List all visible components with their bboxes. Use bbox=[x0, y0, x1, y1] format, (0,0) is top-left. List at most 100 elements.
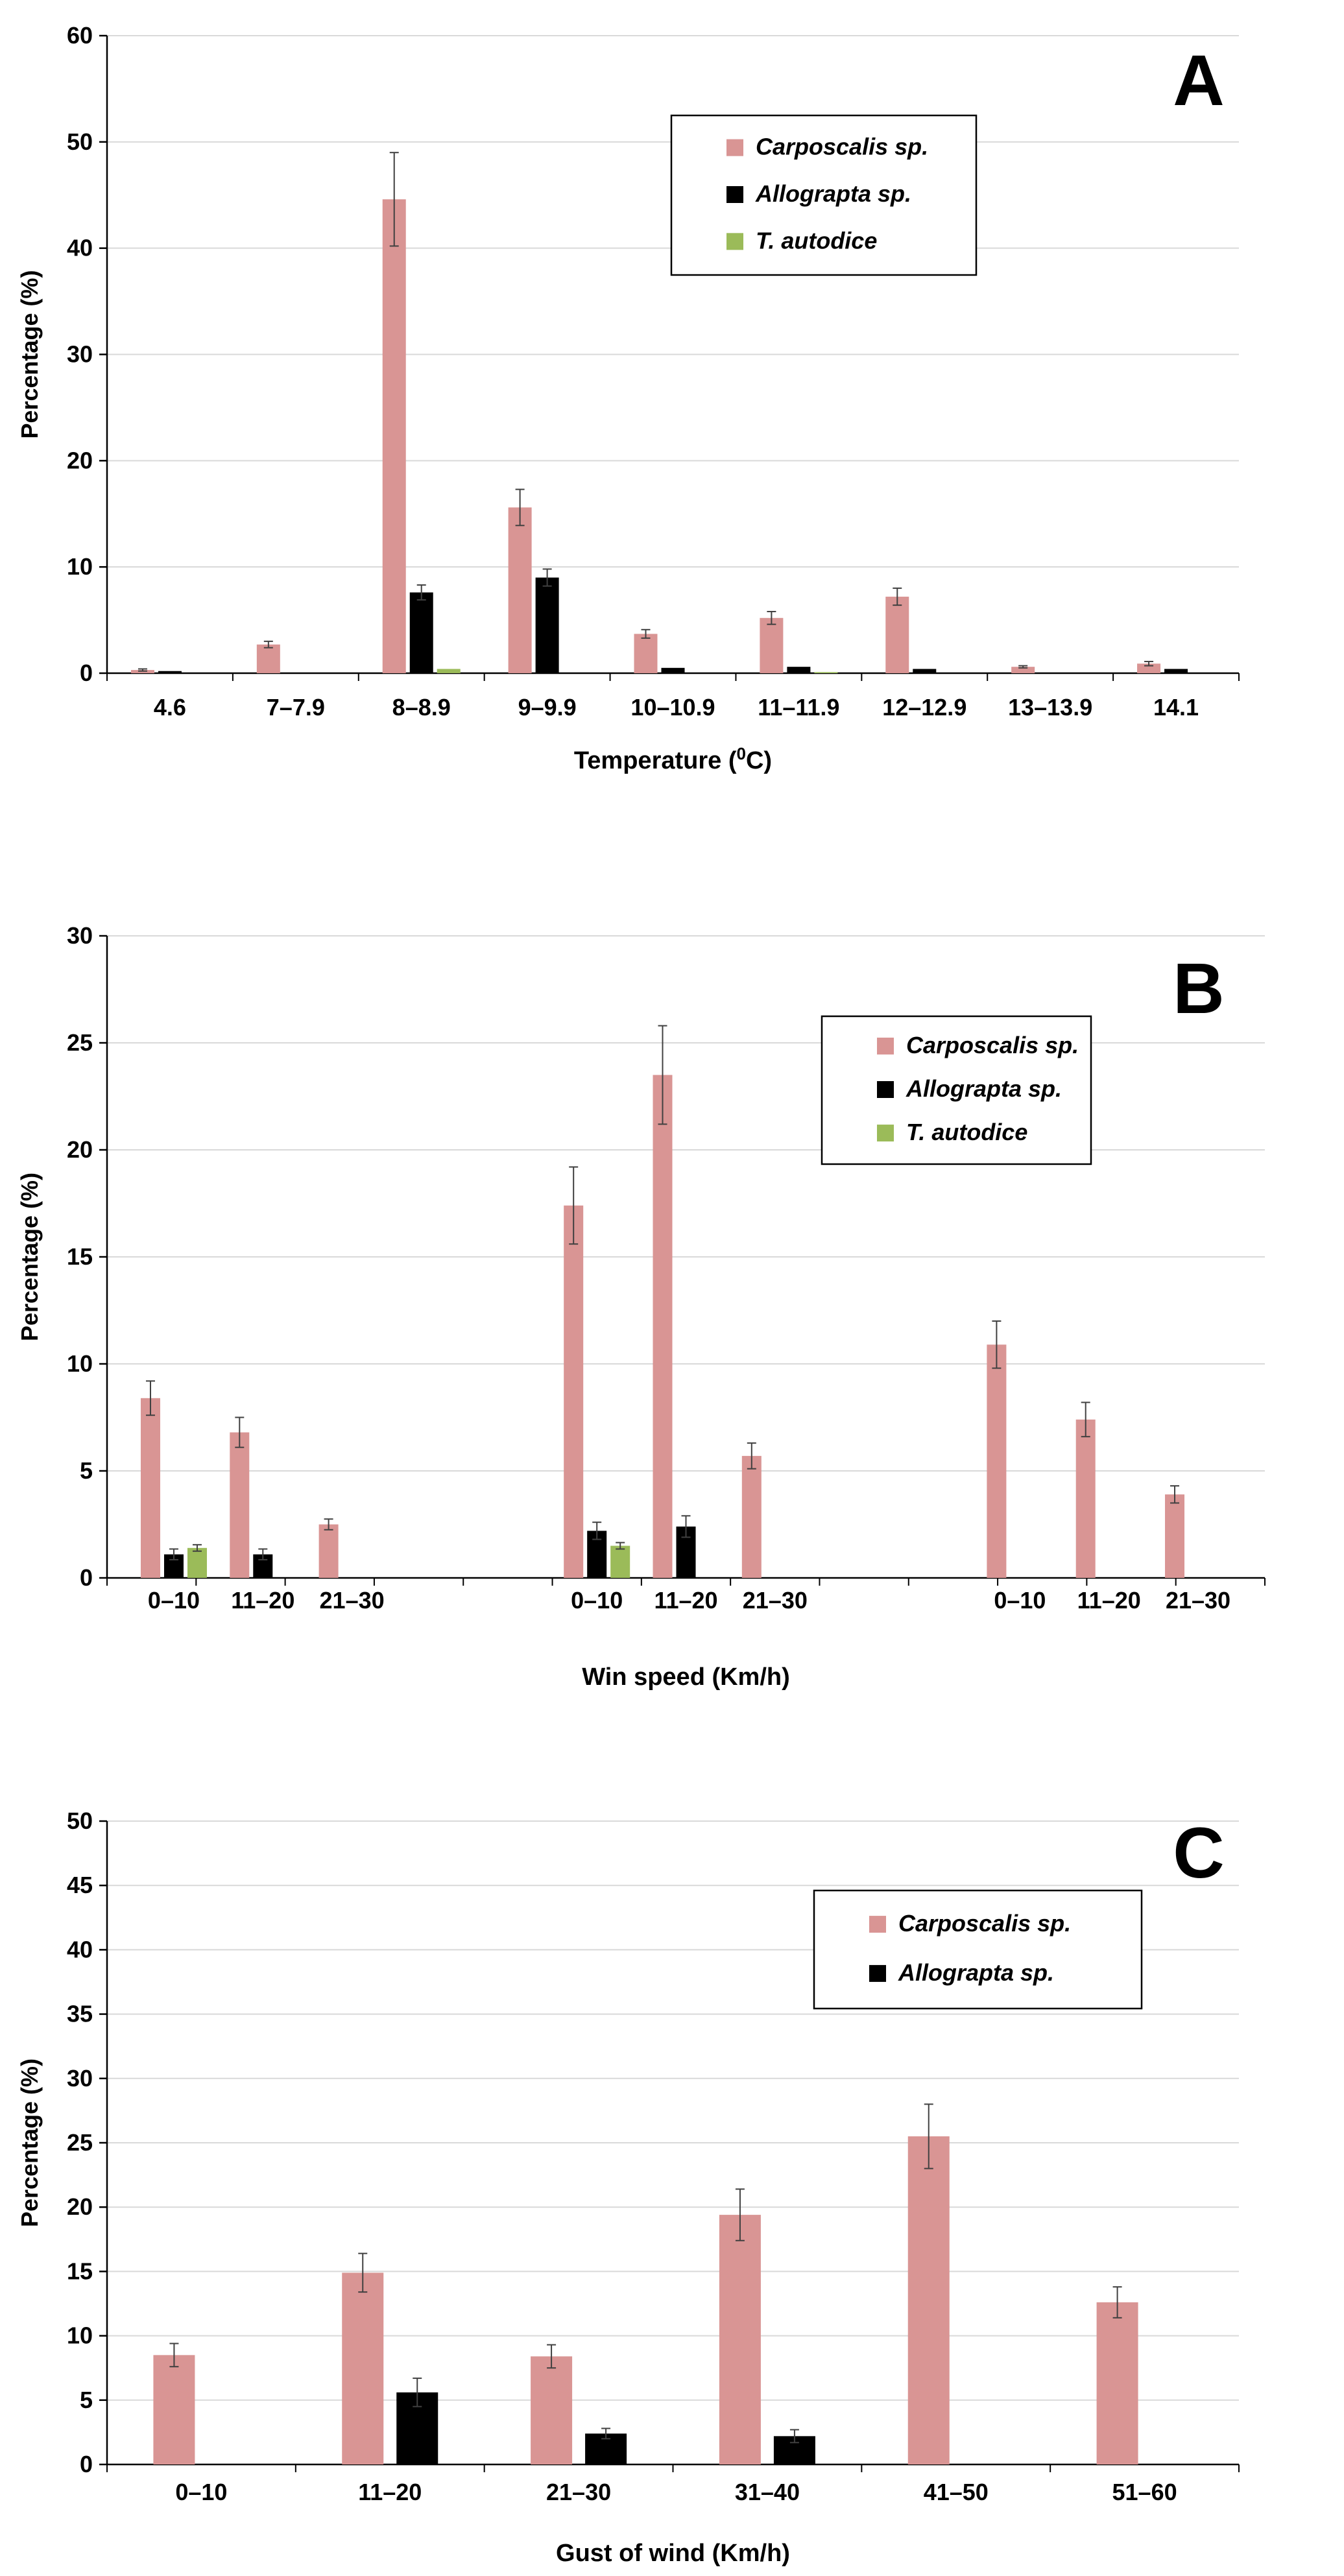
bar-t-autodice bbox=[187, 1547, 207, 1578]
x-tick-label: 41–50 bbox=[924, 2479, 989, 2505]
legend-label-carposcalis: Carposcalis sp. bbox=[906, 1032, 1079, 1058]
panel-letter: B bbox=[1173, 949, 1224, 1029]
x-tick-label: 4.6 bbox=[154, 694, 186, 721]
x-axis-title: Win speed (Km/h) bbox=[582, 1664, 790, 1691]
bar-allograpta bbox=[158, 671, 182, 673]
legend-label-t-autodice: T. autodice bbox=[906, 1119, 1027, 1145]
bar-carposcalis bbox=[907, 2136, 950, 2464]
bar-t-autodice bbox=[610, 1545, 630, 1578]
chart-a: 0 10 20 30 40 50 60 4.6 7–7.9 8–8.9 9–9.9 10–10.9 11… bbox=[16, 22, 1240, 774]
x-tick-label: 21–30 bbox=[743, 1587, 808, 1614]
x-tick-label: 11–20 bbox=[231, 1587, 294, 1614]
y-tick-label: 50 bbox=[67, 128, 93, 155]
x-tick-label: 21–30 bbox=[320, 1587, 385, 1614]
y-tick-label: 25 bbox=[67, 1029, 93, 1056]
y-tick-label: 0 bbox=[80, 660, 93, 686]
y-tick-label: 50 bbox=[67, 1807, 93, 1834]
bar-carposcalis bbox=[634, 634, 658, 673]
x-tick-label: 21–30 bbox=[546, 2479, 611, 2505]
x-tick-label: 7–7.9 bbox=[267, 694, 325, 721]
bar-allograpta bbox=[661, 667, 685, 673]
x-tick-label: 51–60 bbox=[1112, 2479, 1177, 2505]
legend: Carposcalis sp. Allograpta sp. T. autodice bbox=[670, 114, 978, 276]
y-tick-label: 20 bbox=[67, 447, 93, 473]
y-tick-label: 10 bbox=[67, 2322, 93, 2349]
bar-carposcalis bbox=[140, 1398, 160, 1578]
y-tick-label: 30 bbox=[67, 922, 93, 949]
legend-swatch-allograpta bbox=[877, 1081, 894, 1098]
y-tick-label: 0 bbox=[80, 2451, 93, 2477]
bar-carposcalis bbox=[318, 1524, 339, 1578]
bar-carposcalis bbox=[885, 597, 909, 673]
x-tick-label: 12–12.9 bbox=[882, 694, 966, 721]
bar-allograpta bbox=[535, 577, 559, 673]
legend: Carposcalis sp. Allograpta sp. T. autodice bbox=[821, 1015, 1092, 1165]
bar-carposcalis bbox=[653, 1075, 673, 1578]
chart-b: 0 5 10 15 20 25 30 0–10 11–20 21–30 0–10 11–20 21–30… bbox=[16, 922, 1266, 1691]
x-tick-label: 10–10.9 bbox=[630, 694, 715, 721]
bar-carposcalis bbox=[719, 2215, 761, 2464]
legend: Carposcalis sp. Allograpta sp. bbox=[813, 1889, 1143, 2010]
bar-carposcalis bbox=[1137, 663, 1161, 673]
x-tick-label: 11–20 bbox=[358, 2479, 422, 2505]
x-axis-title: Temperature (0C) bbox=[574, 744, 772, 774]
y-axis-title: Percentage (%) bbox=[16, 270, 43, 438]
y-tick-label: 40 bbox=[67, 1936, 93, 1962]
legend-swatch-t-autodice bbox=[877, 1125, 894, 1142]
legend-box bbox=[813, 1889, 1143, 2010]
bar-carposcalis bbox=[760, 617, 784, 673]
legend-label-t-autodice: T. autodice bbox=[756, 227, 877, 254]
y-tick-label: 20 bbox=[67, 2193, 93, 2220]
bar-carposcalis bbox=[1096, 2302, 1138, 2464]
x-tick-label: 0–10 bbox=[994, 1587, 1046, 1614]
x-axis-title: Gust of wind (Km/h) bbox=[556, 2540, 790, 2567]
legend-box bbox=[821, 1015, 1092, 1165]
x-tick-label: 11–20 bbox=[1077, 1587, 1141, 1614]
legend-label-carposcalis: Carposcalis sp. bbox=[756, 134, 928, 160]
y-axis-title: Percentage (%) bbox=[16, 2058, 43, 2227]
bar-carposcalis bbox=[1011, 667, 1035, 673]
y-tick-label: 10 bbox=[67, 553, 93, 580]
bar-carposcalis bbox=[741, 1455, 762, 1578]
bar-allograpta bbox=[1164, 669, 1188, 673]
y-tick-label: 5 bbox=[80, 2387, 93, 2413]
x-tick-label: 8–8.9 bbox=[392, 694, 451, 721]
bar-carposcalis bbox=[382, 199, 406, 673]
panel-letter: C bbox=[1173, 1813, 1224, 1893]
y-tick-label: 30 bbox=[67, 341, 93, 368]
legend-label-carposcalis: Carposcalis sp. bbox=[898, 1910, 1071, 1937]
bar-carposcalis bbox=[508, 507, 532, 673]
bar-t-autodice bbox=[814, 672, 838, 673]
legend-label-allograpta: Allograpta sp. bbox=[898, 1959, 1054, 1986]
legend-label-allograpta: Allograpta sp. bbox=[755, 180, 911, 207]
x-tick-label: 14.1 bbox=[1153, 694, 1199, 721]
y-tick-label: 20 bbox=[67, 1136, 93, 1163]
bar-carposcalis bbox=[564, 1205, 584, 1578]
bar-carposcalis bbox=[987, 1344, 1007, 1578]
y-tick-label: 25 bbox=[67, 2129, 93, 2156]
panel-letter: A bbox=[1173, 41, 1224, 121]
legend-swatch-allograpta bbox=[726, 186, 743, 203]
x-tick-label: 11–11.9 bbox=[758, 694, 839, 721]
y-tick-label: 35 bbox=[67, 2001, 93, 2027]
legend-label-allograpta: Allograpta sp. bbox=[906, 1075, 1062, 1102]
x-tick-label: 21–30 bbox=[1166, 1587, 1230, 1614]
x-tick-label: 13–13.9 bbox=[1008, 694, 1092, 721]
y-tick-label: 15 bbox=[67, 2258, 93, 2284]
bar-carposcalis bbox=[342, 2272, 384, 2464]
bar-carposcalis bbox=[230, 1432, 250, 1578]
x-tick-label: 9–9.9 bbox=[518, 694, 577, 721]
legend-swatch-carposcalis bbox=[869, 1916, 886, 1933]
y-tick-label: 40 bbox=[67, 235, 93, 261]
y-tick-label: 0 bbox=[80, 1564, 93, 1591]
x-tick-label: 0–10 bbox=[571, 1587, 623, 1614]
bar-carposcalis bbox=[153, 2355, 195, 2464]
y-tick-label: 15 bbox=[67, 1243, 93, 1270]
x-tick-label: 11–20 bbox=[654, 1587, 717, 1614]
bar-t-autodice bbox=[437, 669, 461, 673]
x-tick-label: 0–10 bbox=[175, 2479, 227, 2505]
bar-carposcalis bbox=[1165, 1494, 1185, 1578]
bar-allograpta bbox=[409, 592, 433, 673]
